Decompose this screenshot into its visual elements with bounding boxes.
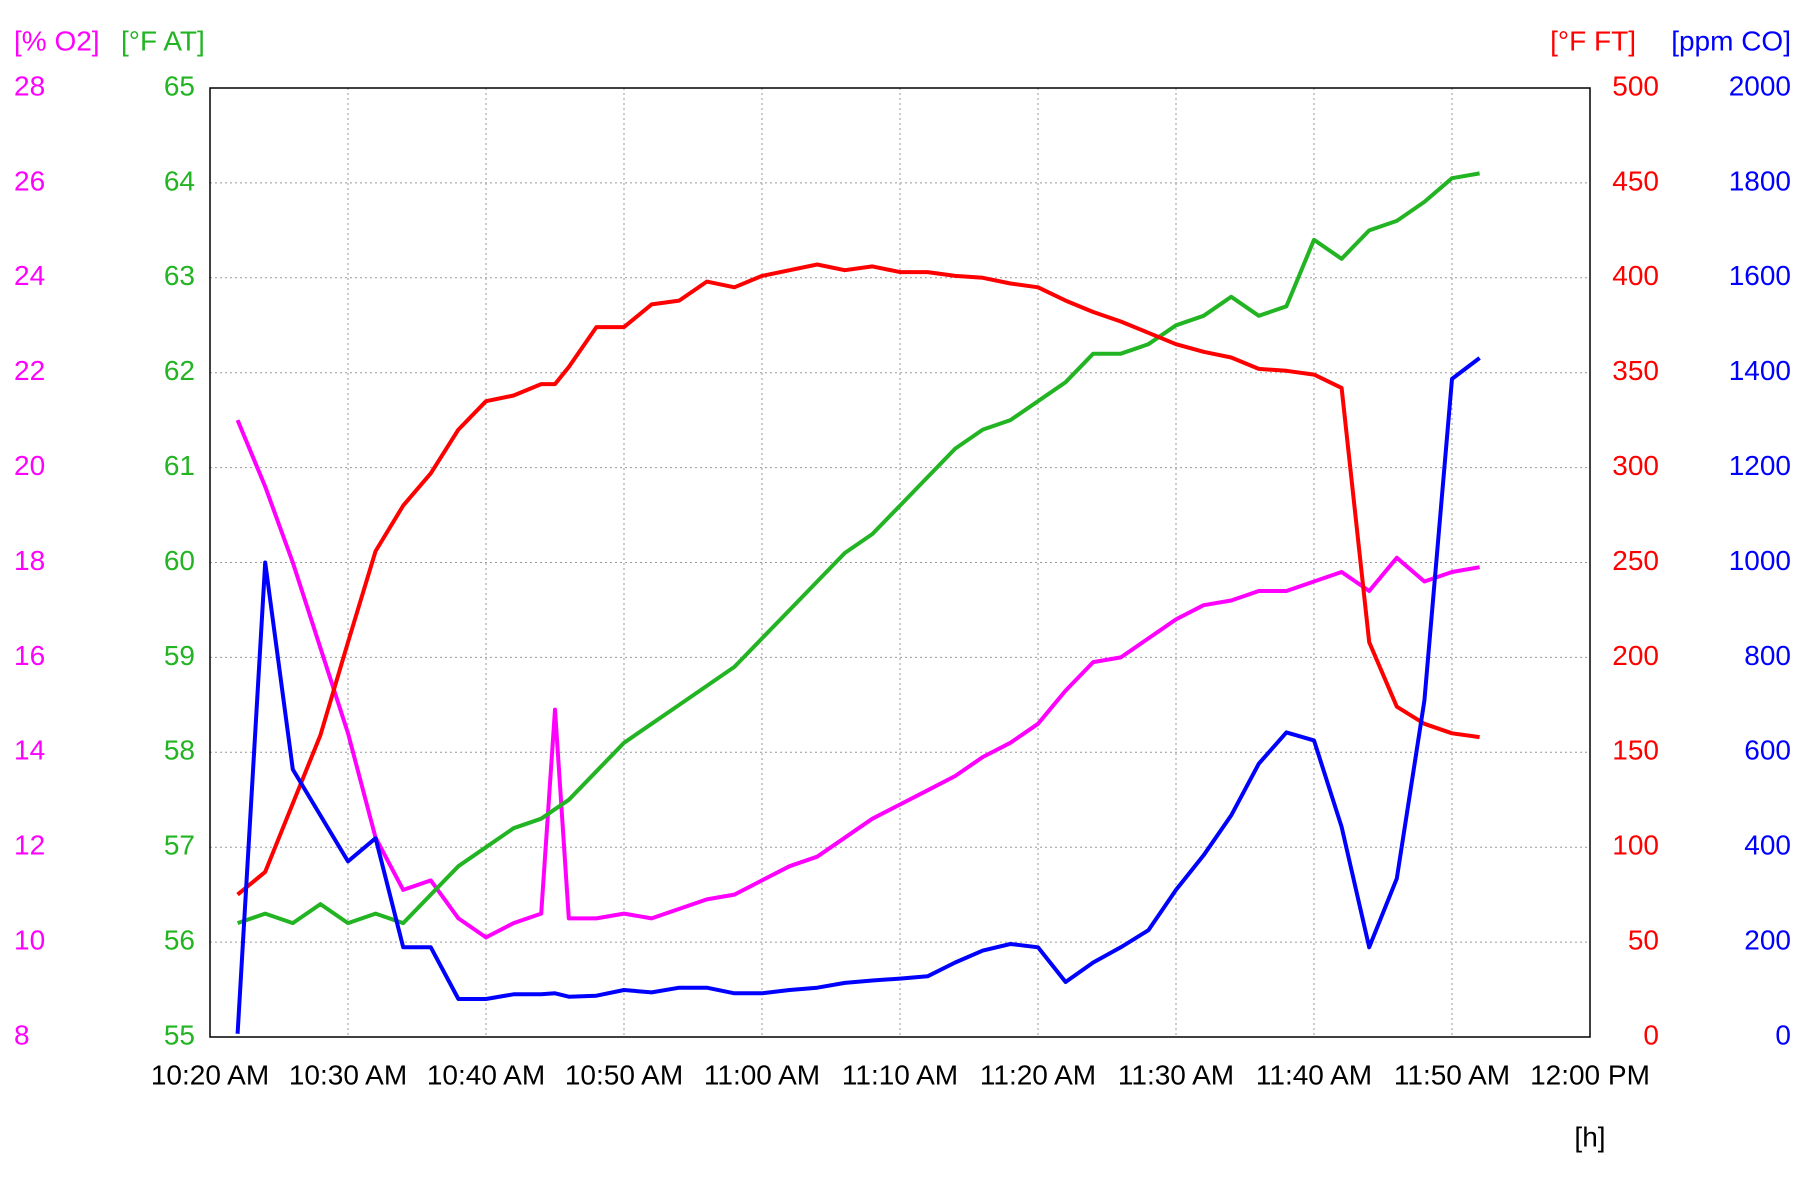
y-tick-label: 18 bbox=[14, 545, 45, 576]
y-tick-label: 350 bbox=[1612, 355, 1659, 386]
axis-title: [°F FT] bbox=[1550, 25, 1636, 56]
y-tick-label: 450 bbox=[1612, 165, 1659, 196]
y-tick-label: 24 bbox=[14, 260, 45, 291]
data-line bbox=[236, 171, 1480, 926]
y-tick-label: 12 bbox=[14, 830, 45, 861]
y-tick-label: 60 bbox=[164, 545, 195, 576]
y-tick-label: 16 bbox=[14, 640, 45, 671]
y-tick-label: 250 bbox=[1612, 545, 1659, 576]
y-tick-label: 65 bbox=[164, 70, 195, 101]
y-tick-label: 1800 bbox=[1729, 165, 1791, 196]
y-tick-label: 1600 bbox=[1729, 260, 1791, 291]
y-tick-label: 50 bbox=[1628, 924, 1659, 955]
x-tick-label: 11:00 AM bbox=[704, 1059, 820, 1090]
data-line bbox=[235, 356, 1481, 1034]
x-axis-label: [h] bbox=[1574, 1121, 1605, 1152]
y-tick-label: 61 bbox=[164, 450, 195, 481]
plot-frame bbox=[209, 87, 1591, 1038]
y-tick-label: 200 bbox=[1612, 640, 1659, 671]
y-tick-label: 1400 bbox=[1729, 355, 1791, 386]
y-tick-label: 200 bbox=[1744, 924, 1791, 955]
y-tick-label: 59 bbox=[164, 640, 195, 671]
y-tick-label: 62 bbox=[164, 355, 195, 386]
y-tick-label: 400 bbox=[1612, 260, 1659, 291]
x-tick-label: 11:20 AM bbox=[980, 1059, 1096, 1090]
y-tick-label: 2000 bbox=[1729, 70, 1791, 101]
data-line bbox=[236, 262, 1480, 897]
y-tick-label: 500 bbox=[1612, 70, 1659, 101]
y-tick-label: 55 bbox=[164, 1019, 195, 1050]
y-tick-label: 400 bbox=[1744, 830, 1791, 861]
axis-title: [°F AT] bbox=[121, 25, 205, 56]
y-tick-label: 56 bbox=[164, 924, 195, 955]
y-tick-label: 28 bbox=[14, 70, 45, 101]
y-tick-label: 100 bbox=[1612, 830, 1659, 861]
axis-title: [ppm CO] bbox=[1671, 25, 1791, 56]
y-tick-label: 22 bbox=[14, 355, 45, 386]
y-tick-label: 26 bbox=[14, 165, 45, 196]
axis-title: [% O2] bbox=[14, 25, 100, 56]
y-tick-label: 0 bbox=[1775, 1019, 1791, 1050]
y-tick-label: 150 bbox=[1612, 735, 1659, 766]
y-tick-label: 63 bbox=[164, 260, 195, 291]
y-tick-label: 58 bbox=[164, 735, 195, 766]
x-tick-label: 10:50 AM bbox=[565, 1059, 683, 1090]
y-tick-label: 8 bbox=[14, 1019, 30, 1050]
data-line bbox=[235, 419, 1480, 940]
x-tick-label: 11:40 AM bbox=[1256, 1059, 1372, 1090]
y-tick-label: 1000 bbox=[1729, 545, 1791, 576]
x-tick-label: 11:30 AM bbox=[1118, 1059, 1234, 1090]
y-tick-label: 300 bbox=[1612, 450, 1659, 481]
y-tick-label: 10 bbox=[14, 924, 45, 955]
x-tick-label: 10:30 AM bbox=[289, 1059, 407, 1090]
x-tick-label: 10:40 AM bbox=[427, 1059, 545, 1090]
y-tick-label: 57 bbox=[164, 830, 195, 861]
y-tick-label: 20 bbox=[14, 450, 45, 481]
y-tick-label: 64 bbox=[164, 165, 195, 196]
y-tick-label: 0 bbox=[1643, 1019, 1659, 1050]
y-tick-label: 14 bbox=[14, 735, 45, 766]
y-tick-label: 1200 bbox=[1729, 450, 1791, 481]
x-tick-label: 11:50 AM bbox=[1394, 1059, 1510, 1090]
x-tick-label: 11:10 AM bbox=[842, 1059, 958, 1090]
y-tick-label: 800 bbox=[1744, 640, 1791, 671]
x-tick-label: 12:00 PM bbox=[1530, 1059, 1650, 1090]
x-tick-label: 10:20 AM bbox=[151, 1059, 269, 1090]
y-tick-label: 600 bbox=[1744, 735, 1791, 766]
